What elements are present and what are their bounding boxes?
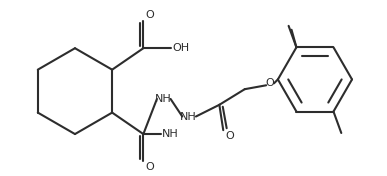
Text: NH: NH	[180, 112, 197, 121]
Text: NH: NH	[154, 94, 171, 104]
Text: O: O	[266, 78, 274, 88]
Text: O: O	[225, 131, 234, 141]
Text: O: O	[145, 10, 154, 20]
Text: NH: NH	[162, 129, 179, 139]
Text: O: O	[145, 162, 154, 172]
Text: OH: OH	[173, 43, 190, 53]
